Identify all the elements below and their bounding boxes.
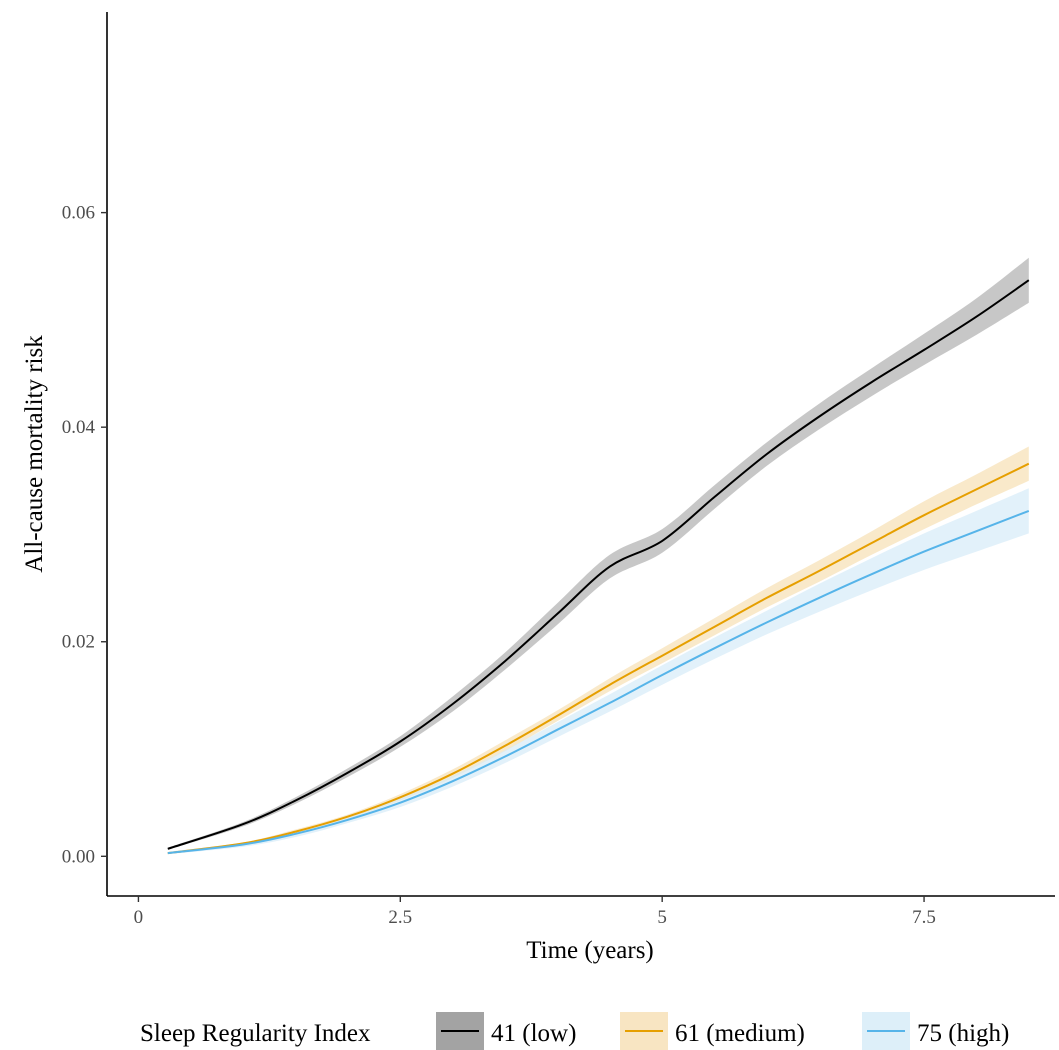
y-tick-label: 0.00 bbox=[62, 846, 95, 867]
confidence-band-2 bbox=[167, 446, 1029, 855]
x-axis-title: Time (years) bbox=[526, 937, 654, 964]
legend-label-2: 61 (medium) bbox=[675, 1020, 805, 1047]
series-line-2 bbox=[167, 462, 1030, 855]
y-axis-ticks: 0.00 0.02 0.04 0.06 bbox=[62, 203, 107, 867]
legend-label-3: 75 (high) bbox=[917, 1020, 1009, 1047]
legend: Sleep Regularity Index 41 (low) 61 (mediu… bbox=[140, 1012, 1009, 1050]
x-tick-label: 2.5 bbox=[388, 907, 412, 928]
y-axis-title: All-cause mortality risk bbox=[21, 335, 48, 573]
y-tick-label: 0.04 bbox=[62, 417, 96, 438]
x-tick-label: 0 bbox=[134, 907, 144, 928]
axes bbox=[106, 12, 1055, 897]
series-lines bbox=[167, 279, 1030, 855]
x-tick-label: 5 bbox=[657, 907, 667, 928]
y-tick-label: 0.02 bbox=[62, 632, 95, 653]
y-tick-label: 0.06 bbox=[62, 203, 95, 224]
confidence-bands bbox=[167, 257, 1029, 855]
legend-label-1: 41 (low) bbox=[491, 1020, 576, 1047]
x-tick-label: 7.5 bbox=[912, 907, 936, 928]
series-line-1 bbox=[167, 279, 1030, 850]
x-axis-ticks: 0 2.5 5 7.5 bbox=[134, 896, 936, 928]
series-line-3 bbox=[167, 509, 1030, 855]
legend-title: Sleep Regularity Index bbox=[140, 1020, 371, 1047]
